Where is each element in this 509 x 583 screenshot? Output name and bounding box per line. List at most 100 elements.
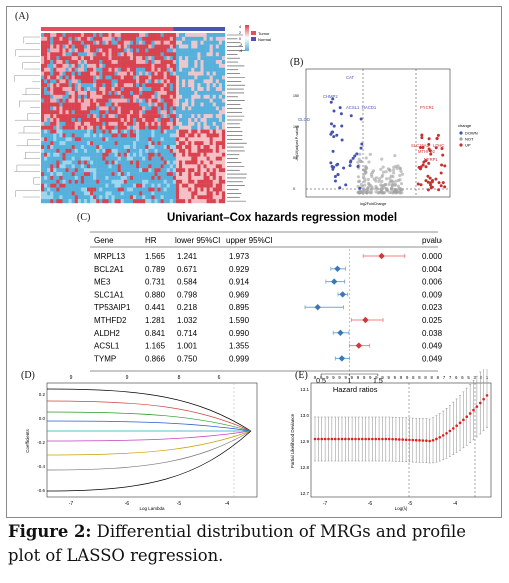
- heatmap-cell: [209, 98, 213, 103]
- heatmap-cell: [194, 102, 198, 107]
- heatmap-cell: [126, 79, 131, 84]
- heatmap-cell: [59, 183, 63, 188]
- heatmap-cell: [93, 129, 97, 134]
- heatmap-cell: [99, 175, 103, 181]
- heatmap-cell: [185, 75, 189, 80]
- heatmap-cell: [53, 191, 57, 196]
- heatmap-cell: [114, 90, 118, 96]
- heatmap-cell: [148, 110, 152, 115]
- heatmap-cell: [68, 141, 72, 146]
- row-hr: 0.441: [145, 303, 166, 312]
- heatmap-cell: [90, 40, 94, 45]
- heatmap-cell: [111, 172, 115, 177]
- heatmap-cell: [129, 179, 134, 184]
- heatmap-cell: [194, 60, 198, 65]
- heatmap-cell: [71, 79, 75, 84]
- heatmap-cell: [163, 52, 167, 57]
- cv-deviance-point: [428, 439, 431, 443]
- heatmap-cell: [203, 137, 207, 142]
- heatmap-cell: [209, 60, 213, 65]
- heatmap-cell: [50, 137, 54, 142]
- volcano-legend-item: NOT: [465, 137, 474, 142]
- heatmap-cell: [120, 114, 124, 119]
- heatmap-cell: [169, 191, 174, 196]
- volcano-point-up: [426, 188, 430, 192]
- heatmap-cell: [53, 60, 57, 65]
- row-lower-ci: 0.584: [177, 278, 198, 287]
- heatmap-cell: [133, 148, 137, 153]
- heatmap-cell: [62, 48, 66, 53]
- heatmap-cell: [68, 67, 72, 72]
- heatmap-cell: [142, 179, 146, 184]
- heatmap-cell: [179, 56, 183, 61]
- heatmap-cell: [188, 71, 192, 76]
- heatmap-cell: [65, 56, 69, 61]
- heatmap-cell: [212, 172, 216, 177]
- heatmap-cell: [209, 168, 213, 173]
- heatmap-cell: [148, 106, 152, 111]
- heatmap-cell: [200, 63, 204, 68]
- heatmap-cell: [80, 75, 85, 80]
- heatmap-cell: [163, 183, 167, 188]
- heatmap-cell: [65, 118, 69, 123]
- heatmap-cell: [47, 164, 51, 169]
- heatmap-cell: [47, 191, 51, 196]
- heatmap-cell: [151, 94, 155, 99]
- heatmap-cell: [188, 118, 192, 123]
- heatmap-cell: [87, 102, 91, 107]
- heatmap-cell: [218, 156, 223, 161]
- volcano-point-down: [331, 97, 335, 101]
- heatmap-cell: [142, 75, 146, 80]
- heatmap-cell: [200, 164, 204, 169]
- heatmap-cell: [83, 145, 88, 150]
- heatmap-cell: [160, 102, 164, 107]
- heatmap-cell: [221, 52, 226, 57]
- heatmap-cell: [209, 94, 213, 99]
- heatmap-cell: [188, 60, 192, 65]
- heatmap-cell: [145, 141, 149, 146]
- heatmap-cell: [123, 106, 128, 111]
- heatmap-cell: [185, 172, 189, 177]
- heatmap-cell: [200, 36, 204, 41]
- heatmap-cell: [47, 121, 51, 126]
- heatmap-cell: [71, 44, 75, 49]
- heatmap-cell: [47, 67, 51, 72]
- heatmap-cell: [139, 63, 143, 68]
- heatmap-cell: [191, 44, 195, 49]
- heatmap-cell: [172, 71, 177, 76]
- heatmap-cell: [74, 90, 78, 96]
- heatmap-cell: [139, 187, 143, 192]
- heatmap-cell: [99, 48, 103, 53]
- heatmap-cell: [41, 152, 45, 157]
- heatmap-cell: [105, 71, 109, 76]
- heatmap-cell: [90, 87, 94, 92]
- heatmap-cell: [215, 145, 220, 150]
- heatmap-cell: [194, 63, 198, 68]
- heatmap-cell: [136, 114, 140, 119]
- heatmap-cell: [206, 172, 210, 177]
- heatmap-cell: [172, 106, 177, 111]
- heatmap-cell: [114, 121, 118, 126]
- heatmap-cell: [215, 60, 220, 65]
- heatmap-cell: [157, 141, 161, 146]
- heatmap-cell: [133, 125, 137, 130]
- heatmap-cell: [148, 121, 152, 126]
- heatmap-cell: [47, 94, 51, 99]
- heatmap-cell: [172, 75, 177, 80]
- heatmap-cell: [56, 118, 60, 123]
- path-top-tick: 6: [218, 375, 221, 381]
- heatmap-cell: [182, 172, 186, 177]
- heatmap-cell: [80, 148, 85, 153]
- heatmap-cell: [212, 118, 216, 123]
- heatmap-cell: [160, 129, 164, 134]
- heatmap-cell: [56, 36, 60, 41]
- heatmap-cell: [111, 179, 115, 184]
- heatmap-cell: [200, 148, 204, 153]
- heatmap-cell: [93, 83, 97, 88]
- heatmap-cell: [179, 175, 183, 181]
- heatmap-cell: [50, 87, 54, 92]
- heatmap-cell: [218, 160, 223, 165]
- heatmap-cell: [71, 48, 75, 53]
- heatmap-cell: [191, 52, 195, 57]
- heatmap-cell: [114, 141, 118, 146]
